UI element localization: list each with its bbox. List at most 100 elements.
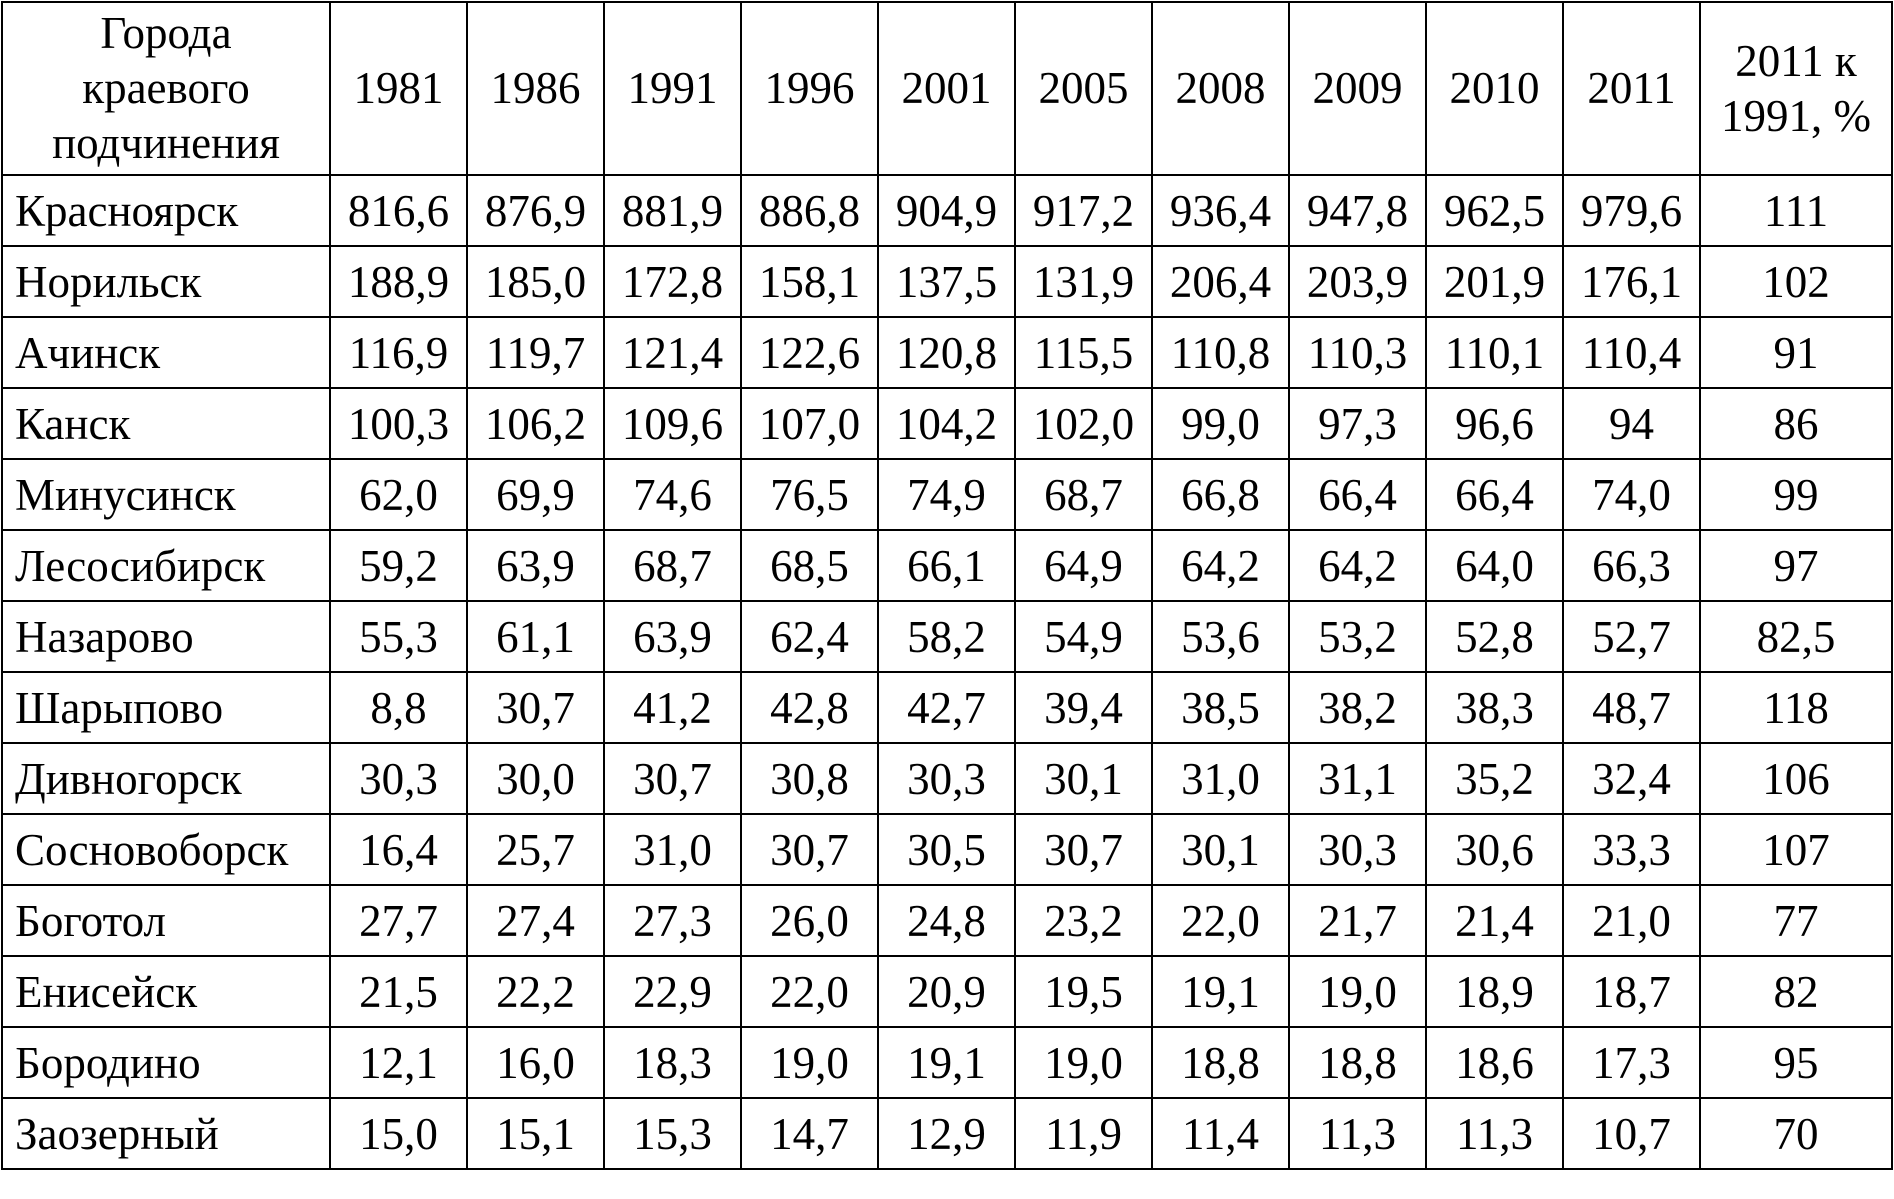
value-cell: 48,7 [1562,671,1701,744]
value-cell: 19,0 [1014,1026,1153,1099]
value-cell: 188,9 [329,245,468,318]
value-cell: 27,3 [603,884,742,957]
value-cell: 21,7 [1288,884,1427,957]
table-row: Боготол 27,7 27,4 27,3 26,0 24,8 23,2 22,0 21,7 2… [1,884,1893,957]
value-cell: 111 [1699,174,1893,247]
table-row: Заозерный 15,0 15,1 15,3 14,7 12,9 11,9 11,4 11,… [1,1097,1893,1170]
value-cell: 52,7 [1562,600,1701,673]
value-cell: 176,1 [1562,245,1701,318]
value-cell: 979,6 [1562,174,1701,247]
value-cell: 68,7 [603,529,742,602]
value-cell: 63,9 [603,600,742,673]
value-cell: 82,5 [1699,600,1893,673]
table-row: Сосновоборск 16,4 25,7 31,0 30,7 30,5 30,7 30,1… [1,813,1893,886]
value-cell: 12,1 [329,1026,468,1099]
table-row: Ачинск 116,9 119,7 121,4 122,6 120,8 115,5 110,… [1,316,1893,389]
value-cell: 74,0 [1562,458,1701,531]
value-cell: 158,1 [740,245,879,318]
value-cell: 11,3 [1425,1097,1564,1170]
value-cell: 35,2 [1425,742,1564,815]
value-cell: 30,7 [1014,813,1153,886]
city-cell: Бородино [1,1026,331,1099]
value-cell: 15,1 [466,1097,605,1170]
value-cell: 95 [1699,1026,1893,1099]
value-cell: 64,2 [1151,529,1290,602]
header-cell: 2009 [1288,1,1427,176]
value-cell: 131,9 [1014,245,1153,318]
city-cell: Ачинск [1,316,331,389]
value-cell: 109,6 [603,387,742,460]
city-cell: Шарыпово [1,671,331,744]
value-cell: 64,9 [1014,529,1153,602]
table-row: Минусинск 62,0 69,9 74,6 76,5 74,9 68,7 66,8 66,… [1,458,1893,531]
value-cell: 18,7 [1562,955,1701,1028]
value-cell: 62,0 [329,458,468,531]
city-cell: Енисейск [1,955,331,1028]
value-cell: 876,9 [466,174,605,247]
value-cell: 66,4 [1288,458,1427,531]
city-cell: Заозерный [1,1097,331,1170]
value-cell: 76,5 [740,458,879,531]
value-cell: 30,1 [1014,742,1153,815]
value-cell: 70 [1699,1097,1893,1170]
header-cell: 2001 [877,1,1016,176]
value-cell: 58,2 [877,600,1016,673]
value-cell: 201,9 [1425,245,1564,318]
table-row: Бородино 12,1 16,0 18,3 19,0 19,1 19,0 18,8 18,8… [1,1026,1893,1099]
value-cell: 66,1 [877,529,1016,602]
value-cell: 38,2 [1288,671,1427,744]
value-cell: 137,5 [877,245,1016,318]
value-cell: 19,0 [740,1026,879,1099]
value-cell: 38,5 [1151,671,1290,744]
value-cell: 86 [1699,387,1893,460]
city-cell: Канск [1,387,331,460]
value-cell: 30,5 [877,813,1016,886]
value-cell: 119,7 [466,316,605,389]
value-cell: 936,4 [1151,174,1290,247]
value-cell: 120,8 [877,316,1016,389]
value-cell: 30,0 [466,742,605,815]
value-cell: 11,4 [1151,1097,1290,1170]
value-cell: 17,3 [1562,1026,1701,1099]
value-cell: 185,0 [466,245,605,318]
header-cell: 2008 [1151,1,1290,176]
header-cell: 2010 [1425,1,1564,176]
value-cell: 52,8 [1425,600,1564,673]
value-cell: 11,9 [1014,1097,1153,1170]
value-cell: 106 [1699,742,1893,815]
value-cell: 30,3 [329,742,468,815]
value-cell: 172,8 [603,245,742,318]
value-cell: 96,6 [1425,387,1564,460]
value-cell: 23,2 [1014,884,1153,957]
value-cell: 53,6 [1151,600,1290,673]
value-cell: 904,9 [877,174,1016,247]
value-cell: 82 [1699,955,1893,1028]
value-cell: 18,3 [603,1026,742,1099]
table-row: Дивногорск 30,3 30,0 30,7 30,8 30,3 30,1 31,0 31… [1,742,1893,815]
value-cell: 22,2 [466,955,605,1028]
value-cell: 18,8 [1151,1026,1290,1099]
city-cell: Боготол [1,884,331,957]
value-cell: 107,0 [740,387,879,460]
value-cell: 18,9 [1425,955,1564,1028]
value-cell: 102 [1699,245,1893,318]
value-cell: 116,9 [329,316,468,389]
table-body: Красноярск 816,6 876,9 881,9 886,8 904,9 917,2… [1,174,1893,1170]
value-cell: 30,3 [877,742,1016,815]
value-cell: 11,3 [1288,1097,1427,1170]
table-row: Лесосибирск 59,2 63,9 68,7 68,5 66,1 64,9 64,2 6… [1,529,1893,602]
value-cell: 74,9 [877,458,1016,531]
value-cell: 203,9 [1288,245,1427,318]
header-cell: 1996 [740,1,879,176]
value-cell: 77 [1699,884,1893,957]
value-cell: 115,5 [1014,316,1153,389]
table-header: Города краевого подчинения 1981 1986 1991 19… [1,1,1893,176]
value-cell: 42,8 [740,671,879,744]
value-cell: 122,6 [740,316,879,389]
value-cell: 33,3 [1562,813,1701,886]
value-cell: 31,0 [603,813,742,886]
value-cell: 32,4 [1562,742,1701,815]
value-cell: 947,8 [1288,174,1427,247]
value-cell: 30,8 [740,742,879,815]
